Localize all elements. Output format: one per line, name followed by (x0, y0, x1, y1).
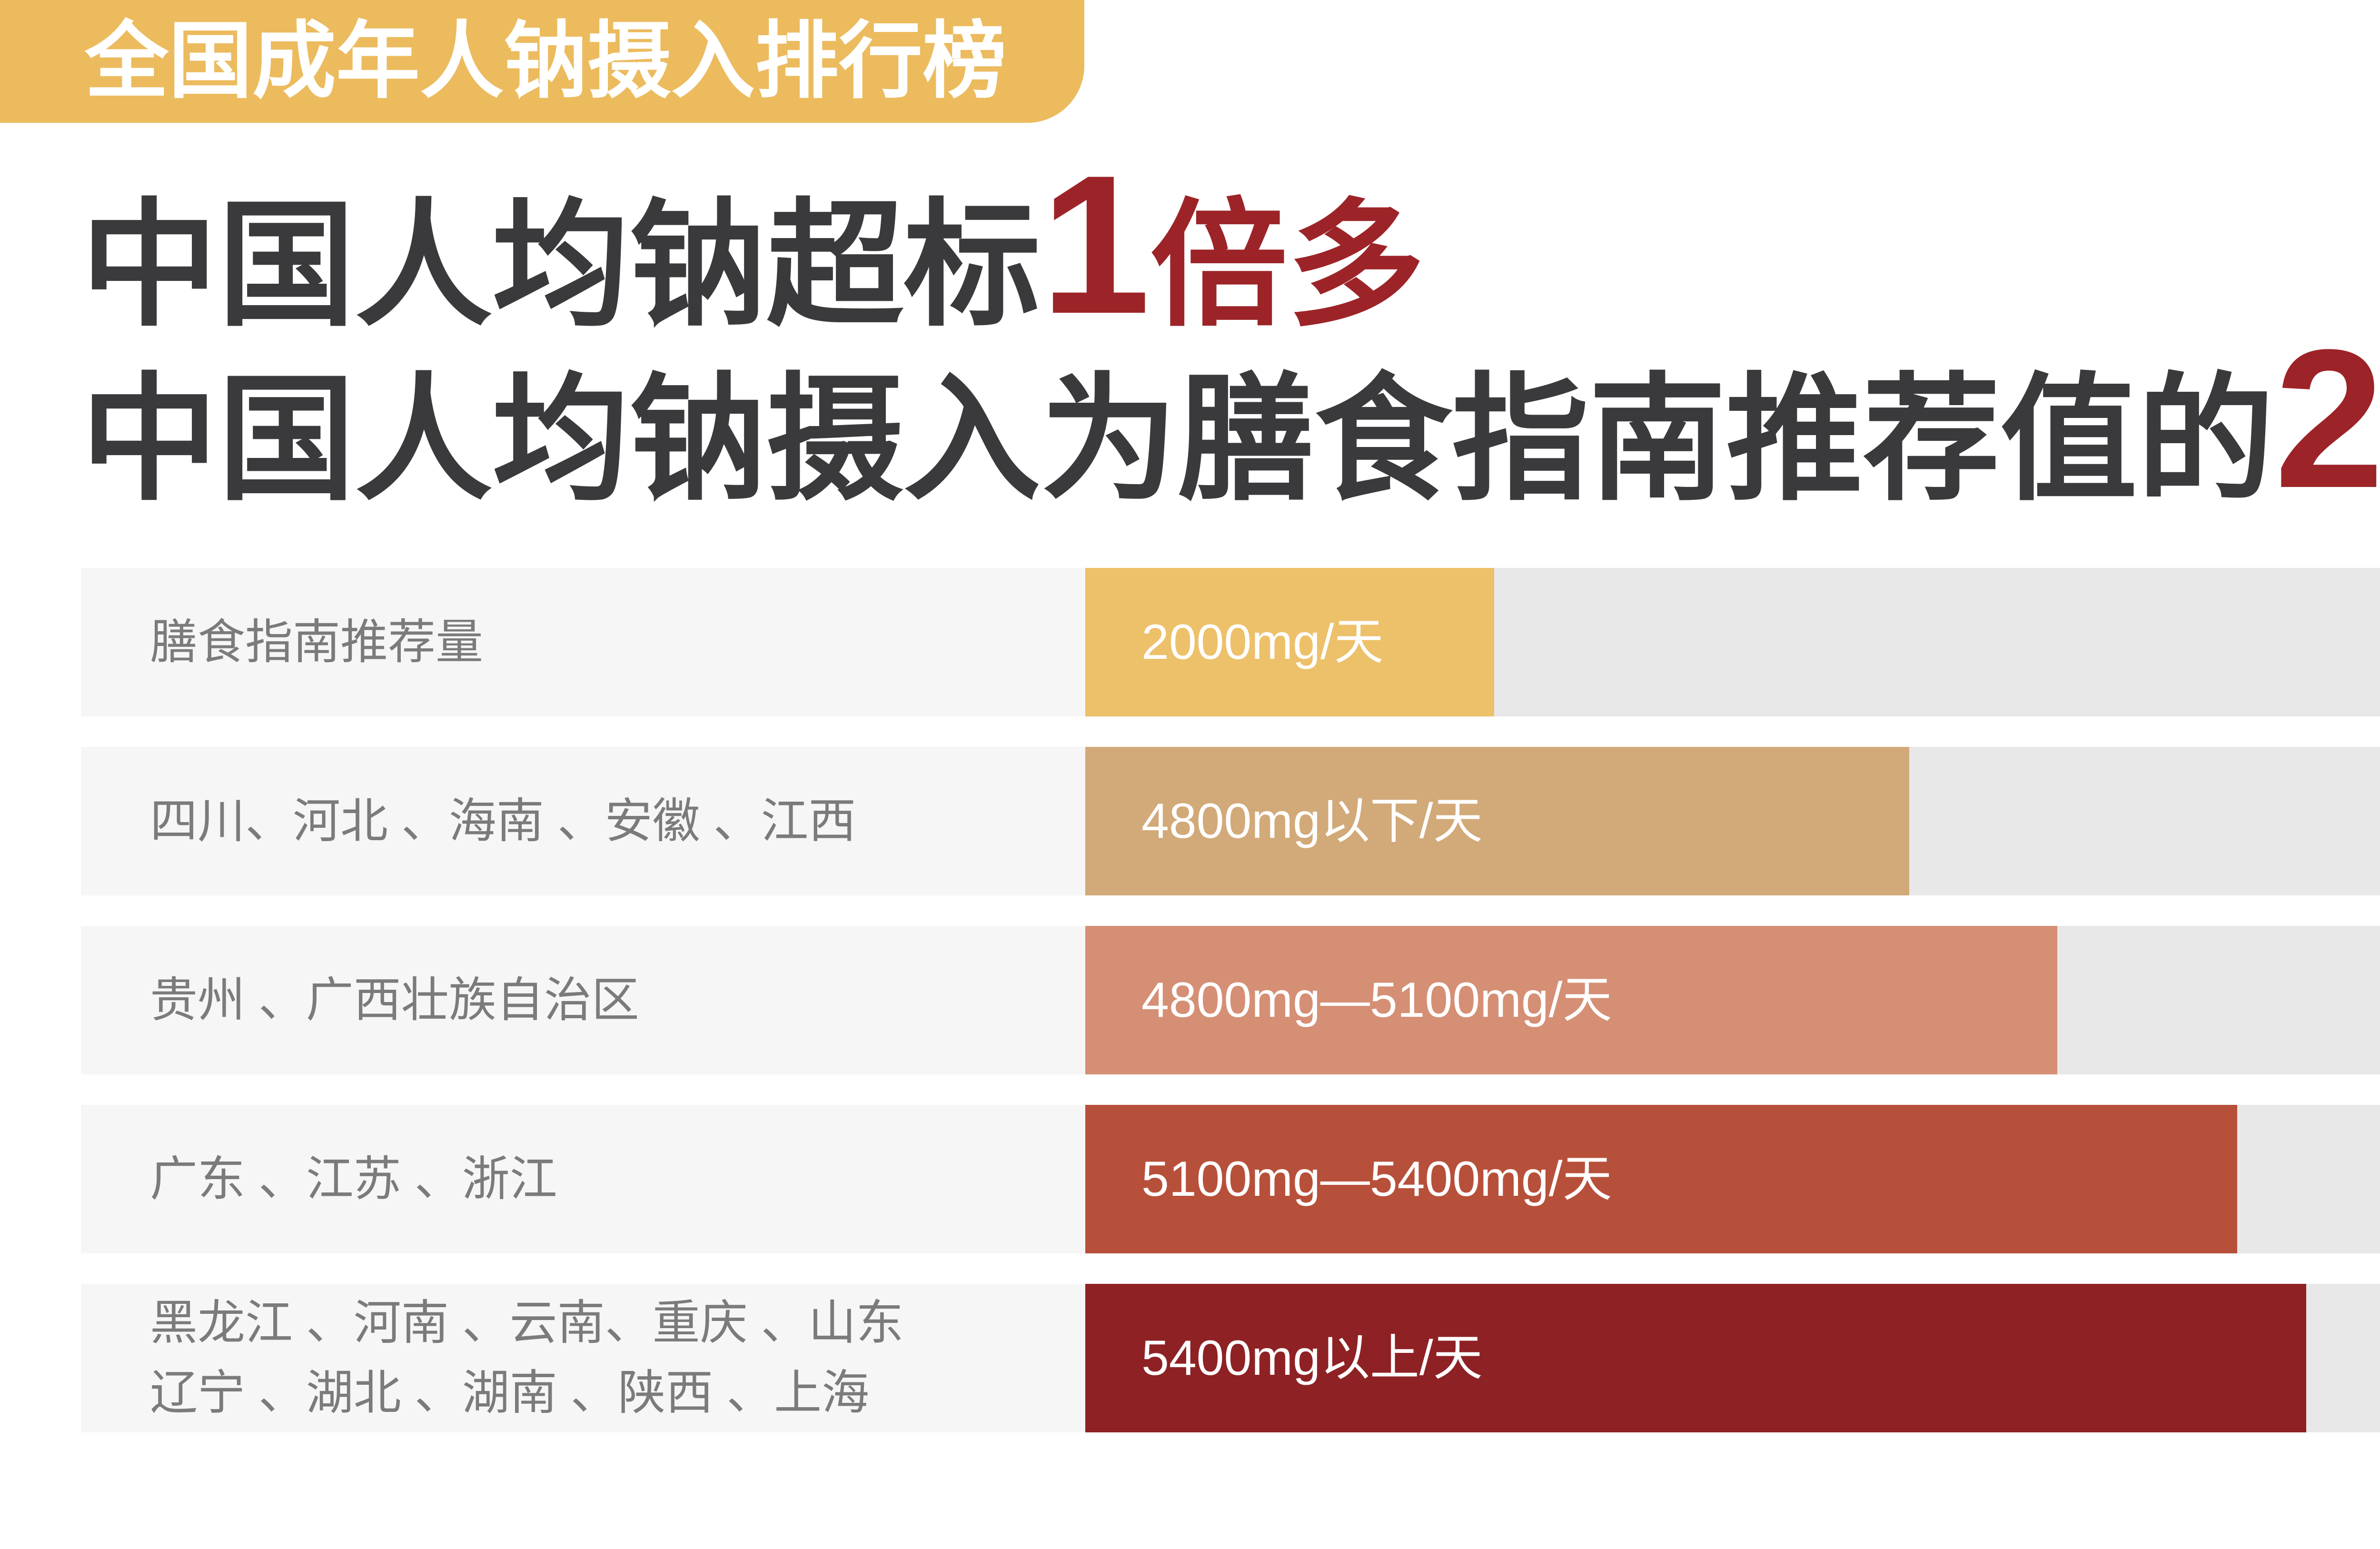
row-label: 广东 、江苏 、浙江 (81, 1105, 1085, 1253)
bar-tier-2: 4800mg—5100mg/天 (1085, 926, 2057, 1074)
bar-value: 5100mg—5400mg/天 (1141, 1152, 1612, 1207)
title-badge: 全国成年人钠摄入排行榜 (0, 0, 1084, 123)
bar-value: 4800mg—5100mg/天 (1141, 973, 1612, 1028)
bar-track: 4800mg—5100mg/天 (1085, 926, 2380, 1074)
chart-row-tier-3: 广东 、江苏 、浙江 5100mg—5400mg/天 (81, 1105, 2380, 1253)
chart-row-recommended: 膳食指南推荐量 2000mg/天 (81, 568, 2380, 716)
bar-tier-3: 5100mg—5400mg/天 (1085, 1105, 2238, 1253)
bar-value: 4800mg以下/天 (1141, 794, 1483, 849)
bar-tier-1: 4800mg以下/天 (1085, 747, 1909, 895)
bar-recommended: 2000mg/天 (1085, 568, 1494, 716)
bar-chart: 膳食指南推荐量 2000mg/天 四川、河北 、海南 、安徽 、江西 4800m… (81, 568, 2380, 1463)
bar-value: 2000mg/天 (1141, 615, 1384, 670)
bar-value: 5400mg以上/天 (1141, 1331, 1483, 1386)
chart-row-tier-1: 四川、河北 、海南 、安徽 、江西 4800mg以下/天 (81, 747, 2380, 895)
row-label: 膳食指南推荐量 (81, 568, 1085, 716)
headline-1-suffix: 倍多 (1150, 189, 1425, 342)
headline-2: 中国人均钠摄入为膳食指南推荐值的2倍！！ (81, 320, 2380, 517)
bar-tier-4: 5400mg以上/天 (1085, 1284, 2307, 1432)
headline-1-number: 1 (1041, 134, 1150, 355)
headline-1: 中国人均钠超标 1 倍多 (81, 146, 1425, 343)
headline-2-text: 中国人均钠摄入为膳食指南推荐值的 (81, 363, 2274, 516)
bar-track: 5400mg以上/天 (1085, 1284, 2380, 1432)
bar-track: 4800mg以下/天 (1085, 747, 2380, 895)
chart-row-tier-2: 贵州 、广西壮族自治区 4800mg—5100mg/天 (81, 926, 2380, 1074)
row-label: 贵州 、广西壮族自治区 (81, 926, 1085, 1074)
bar-track: 5100mg—5400mg/天 (1085, 1105, 2380, 1253)
chart-row-tier-4: 黑龙江 、河南 、云南、重庆 、山东 辽宁 、湖北 、湖南 、陕西 、上海 54… (81, 1284, 2380, 1432)
headline-1-text: 中国人均钠超标 (81, 189, 1041, 342)
bar-track: 2000mg/天 (1085, 568, 2380, 716)
row-label: 黑龙江 、河南 、云南、重庆 、山东 辽宁 、湖北 、湖南 、陕西 、上海 (81, 1284, 1085, 1432)
row-label: 四川、河北 、海南 、安徽 、江西 (81, 747, 1085, 895)
headline-2-number: 2 (2274, 308, 2380, 529)
title-badge-label: 全国成年人钠摄入排行榜 (85, 15, 1007, 108)
